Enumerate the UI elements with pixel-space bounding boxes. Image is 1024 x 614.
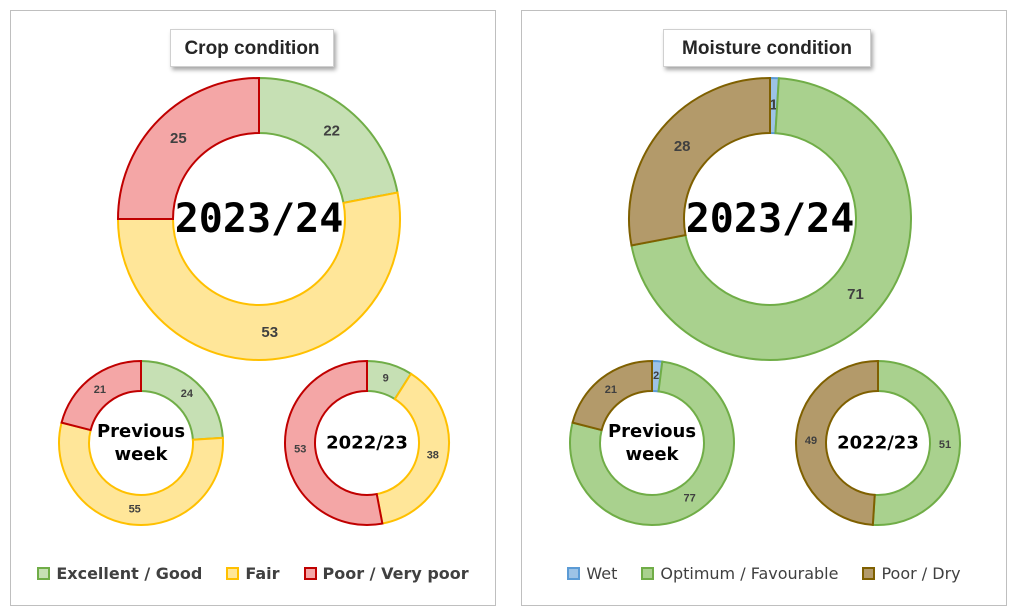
center-label: 2022/23 — [326, 433, 408, 454]
donut-segment — [60, 359, 142, 432]
data-label: 71 — [847, 286, 864, 303]
data-label: 9 — [383, 373, 389, 385]
center-label: week — [114, 444, 168, 465]
data-label: 21 — [94, 384, 106, 396]
center-label: week — [625, 444, 679, 465]
center-label: 2023/24 — [686, 196, 855, 242]
data-label: 1 — [769, 97, 777, 114]
data-label: 53 — [294, 443, 306, 455]
data-label: 2 — [653, 370, 659, 382]
data-label: 22 — [323, 123, 340, 140]
legend-label: Optimum / Favourable — [660, 563, 839, 583]
data-label: 21 — [605, 384, 617, 396]
data-label: 24 — [181, 388, 194, 400]
data-label: 53 — [261, 324, 278, 341]
donut-segment — [116, 191, 401, 361]
donut-segment — [258, 76, 399, 205]
donut-segment — [375, 372, 450, 525]
legend-label: Fair — [245, 563, 280, 583]
legend-swatch-wet — [567, 566, 581, 580]
center-label: 2023/24 — [175, 196, 344, 242]
data-label: 55 — [129, 504, 141, 516]
legend-label: Excellent / Good — [56, 563, 203, 583]
legend-item-poor-very-poor: Poor / Very poor — [303, 563, 469, 583]
center-label: Previous — [608, 421, 696, 442]
legend-label: Wet — [586, 563, 618, 583]
legend-label: Poor / Dry — [881, 563, 961, 583]
chart-title: Moisture condition — [663, 29, 871, 67]
legend-swatch-poor-dry — [862, 566, 876, 580]
legend: Wet Optimum / Favourable Poor / Dry — [522, 559, 1006, 587]
center-label: 2022/23 — [837, 433, 919, 454]
legend-item-excellent-good: Excellent / Good — [37, 564, 202, 583]
center-label: Previous — [97, 421, 185, 442]
legend-swatch-fair — [226, 566, 240, 580]
legend-item-optimum-favourable: Optimum / Favourable — [641, 564, 838, 583]
donut-segment — [116, 76, 260, 220]
chart-title: Crop condition — [170, 29, 334, 67]
moisture-condition-panel: Moisture condition 1 71 28 2023/24 2 77 21 Prev… — [521, 10, 1007, 606]
legend-swatch-poor-very-poor — [303, 566, 317, 580]
donut-segment — [871, 359, 961, 526]
donut-segment — [795, 359, 879, 526]
legend-item-fair: Fair — [226, 563, 280, 583]
legend-item-poor-dry: Poor / Dry — [862, 563, 961, 583]
donut-segment — [569, 360, 735, 526]
data-label: 77 — [684, 492, 696, 504]
data-label: 25 — [170, 130, 187, 147]
legend-swatch-excellent-good — [37, 566, 51, 580]
data-label: 49 — [805, 435, 817, 447]
donut-segment — [58, 421, 224, 526]
legend-item-wet: Wet — [567, 564, 617, 583]
data-label: 51 — [939, 439, 951, 451]
donut-segment — [284, 359, 384, 526]
donut-segment — [571, 359, 653, 432]
data-label: 28 — [674, 138, 691, 155]
crop-condition-panel: Crop condition 22 53 25 2023/24 24 55 21 Previo… — [10, 10, 496, 606]
donut-segment — [628, 76, 771, 247]
legend-label: Poor / Very poor — [322, 563, 469, 583]
legend: Excellent / Good Fair Poor / Very poor — [11, 559, 495, 587]
legend-swatch-optimum-favourable — [641, 566, 655, 580]
donut-segment — [630, 77, 912, 361]
data-label: 38 — [427, 450, 439, 462]
